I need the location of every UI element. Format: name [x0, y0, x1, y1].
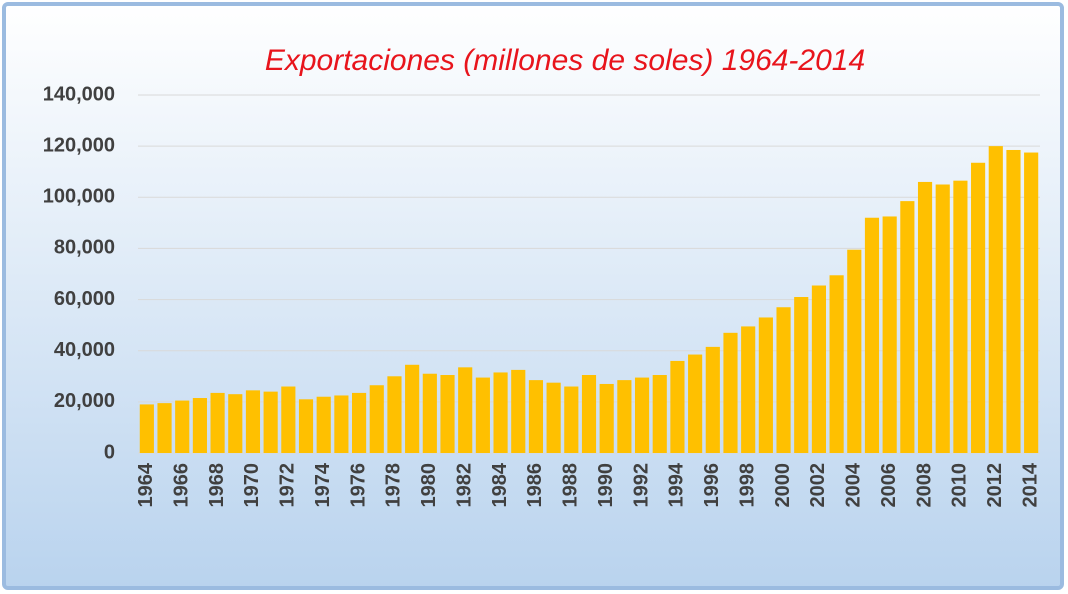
y-tick-label: 40,000: [54, 339, 115, 361]
bar: [298, 399, 314, 453]
bar: [263, 391, 278, 453]
bar: [493, 372, 508, 453]
x-tick-label: 1986: [524, 463, 546, 508]
bar: [157, 403, 172, 453]
bar: [546, 382, 561, 453]
bar: [245, 390, 261, 453]
x-tick-label: 2002: [807, 463, 829, 508]
bar: [953, 180, 968, 453]
bar: [705, 346, 720, 453]
bar: [935, 184, 950, 453]
bar: [882, 216, 897, 453]
x-tick-label: 1964: [135, 462, 157, 507]
x-tick-label: 1972: [277, 463, 299, 508]
x-tick-label: 1966: [170, 463, 192, 508]
bar: [599, 383, 614, 453]
bar: [581, 375, 597, 453]
bar: [334, 395, 349, 453]
x-tick-label: 1990: [595, 463, 617, 508]
bar: [794, 297, 809, 453]
bar: [1006, 149, 1021, 453]
x-tick-label: 1998: [736, 463, 758, 508]
x-tick-label: 2000: [772, 463, 794, 508]
bar: [422, 373, 437, 453]
x-tick-label: 1968: [206, 463, 228, 508]
x-tick-label: 1994: [666, 462, 688, 507]
x-tick-label: 1996: [701, 463, 723, 508]
x-tick-label: 2012: [984, 463, 1006, 508]
bar: [617, 380, 632, 453]
x-tick-label: 1974: [312, 462, 334, 507]
x-tick-label: 1984: [489, 462, 511, 507]
y-tick-label: 100,000: [43, 186, 115, 208]
bar: [475, 377, 490, 453]
bar: [281, 386, 296, 453]
bar: [900, 201, 915, 453]
bar: [917, 181, 933, 453]
x-tick-label: 2004: [843, 462, 865, 507]
x-tick-label: 1970: [241, 463, 263, 508]
bar: [175, 400, 190, 453]
bar: [352, 392, 367, 453]
bar: [988, 146, 1003, 453]
bar: [511, 369, 526, 453]
bar: [440, 375, 455, 453]
bar: [405, 364, 420, 453]
bar: [864, 217, 880, 453]
bar: [758, 317, 773, 453]
bar: [458, 367, 473, 453]
bar: [139, 404, 154, 453]
x-tick-label: 2010: [949, 463, 971, 508]
x-tick-label: 2006: [878, 463, 900, 508]
x-tick-label: 1980: [418, 463, 440, 508]
bar: [1024, 152, 1039, 454]
bar: [847, 249, 862, 453]
x-tick-label: 1988: [560, 463, 582, 508]
x-tick-label: 1978: [383, 463, 405, 508]
x-tick-label: 2014: [1019, 462, 1041, 507]
y-tick-label: 120,000: [43, 134, 115, 156]
bar: [528, 380, 544, 453]
y-tick-label: 0: [104, 441, 115, 463]
x-tick-label: 1982: [453, 463, 475, 508]
x-tick-label: 1992: [630, 463, 652, 508]
x-tick-label: 1976: [347, 463, 369, 508]
bar: [652, 375, 667, 453]
chart-title: Exportaciones (millones de soles) 1964-2…: [265, 44, 865, 77]
bar: [829, 275, 844, 453]
bar: [564, 386, 579, 453]
bar: [723, 332, 738, 453]
bar: [192, 398, 207, 453]
y-tick-label: 60,000: [54, 288, 115, 310]
bar: [741, 326, 756, 453]
y-tick-label: 80,000: [54, 237, 115, 259]
bar: [776, 307, 791, 453]
bar: [369, 385, 384, 453]
x-tick-label: 2008: [913, 463, 935, 508]
bar: [387, 376, 402, 453]
bar: [210, 392, 225, 453]
bar: [634, 377, 650, 453]
bar: [811, 285, 826, 453]
bar: [971, 162, 986, 453]
y-tick-label: 140,000: [43, 83, 115, 105]
y-tick-label: 20,000: [54, 390, 115, 412]
bar: [316, 396, 331, 453]
bar: [228, 394, 243, 453]
bar: [688, 354, 703, 453]
bar: [670, 360, 685, 453]
